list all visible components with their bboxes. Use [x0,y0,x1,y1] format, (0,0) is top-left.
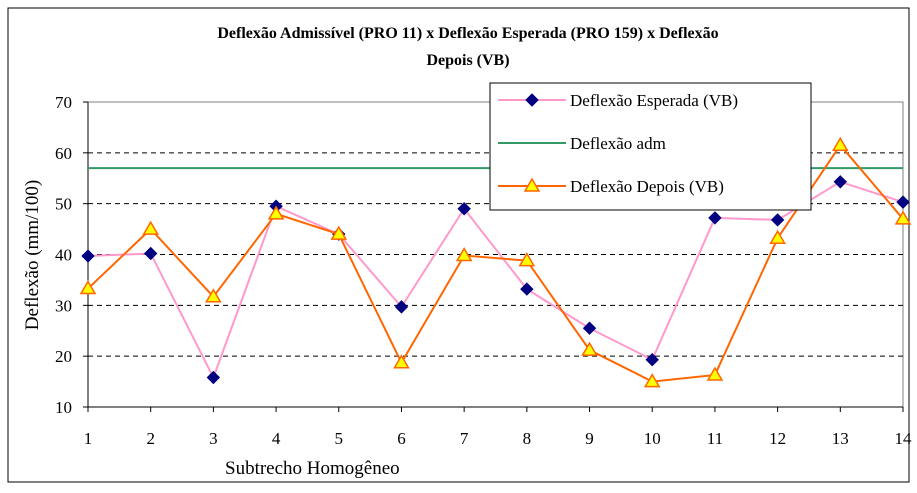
data-point [645,353,659,367]
data-point [708,211,722,225]
x-tick-label: 11 [707,429,723,448]
data-point [81,249,95,263]
x-tick-label: 9 [585,429,594,448]
x-tick-label: 4 [272,429,281,448]
y-tick-label: 40 [55,246,72,265]
data-point [833,175,848,189]
legend-marker [523,177,541,192]
data-point [143,246,158,261]
x-tick-label: 12 [769,429,786,448]
data-point [520,282,534,296]
legend-label: Deflexão Depois (VB) [570,177,724,196]
x-axis-label: Subtrecho Homogêneo [225,458,400,479]
data-point [330,225,348,240]
data-point [706,366,724,381]
data-point [832,136,849,151]
x-tick-label: 6 [397,429,406,448]
x-tick-label: 7 [460,429,469,448]
y-tick-label: 60 [55,144,72,163]
x-tick-label: 3 [209,429,218,448]
data-point [581,341,598,356]
x-tick-label: 13 [832,429,849,448]
y-tick-label: 50 [55,195,72,214]
data-point [643,373,661,388]
x-tick-label: 5 [335,429,344,448]
y-tick-label: 10 [55,398,72,417]
data-point [267,205,285,220]
data-point [455,247,473,262]
x-tick-label: 10 [644,429,661,448]
y-tick-label: 70 [55,93,72,112]
data-point [205,288,222,303]
x-tick-label: 14 [895,429,913,448]
legend-marker [525,93,539,107]
y-axis-label: Deflexão (mm/100) [22,180,43,330]
series-line [87,143,904,383]
data-point [394,300,409,314]
x-tick-label: 1 [84,429,93,448]
y-tick-label: 20 [55,347,72,366]
legend-box [489,82,812,211]
data-point [79,280,97,295]
data-point [770,213,785,227]
y-tick-label: 30 [55,296,72,315]
series-line [87,180,904,381]
legend-label: Deflexão Esperada (VB) [570,91,738,110]
x-tick-label: 8 [523,429,532,448]
data-point [582,321,597,335]
data-point [518,252,536,267]
data-point [457,202,471,216]
data-point [894,210,912,225]
data-point [142,220,159,235]
chart-subtitle: Depois (VB) [426,52,509,69]
data-point [206,370,221,385]
data-point [896,195,910,209]
data-point [393,354,410,369]
legend-label: Deflexão adm [570,134,666,153]
data-point [769,229,786,244]
x-tick-label: 2 [146,429,155,448]
chart-title: Deflexão Admissível (PRO 11) x Deflexão … [217,25,718,42]
